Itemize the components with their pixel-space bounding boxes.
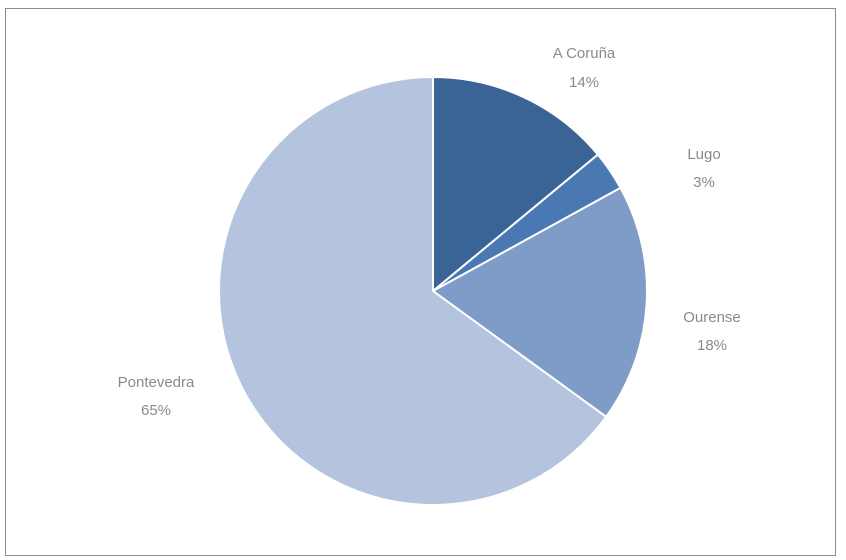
slice-percent-label: 3%: [693, 174, 715, 191]
pie-slice-pontevedra: [218, 75, 608, 506]
slice-category-label: Lugo: [687, 146, 720, 163]
slice-percent-label: 18%: [697, 337, 727, 354]
slice-category-label: Pontevedra: [118, 374, 195, 391]
slice-category-label: Ourense: [683, 309, 741, 326]
pie-slices: [218, 75, 648, 506]
slice-percent-label: 14%: [569, 74, 599, 91]
pie-slice-a-coru-a: [432, 75, 600, 294]
pie-slice-ourense: [431, 186, 648, 419]
slice-labels: A Coruña 14% Lugo 3% Ourense 18% Pontevedra 65%: [118, 45, 741, 419]
slice-category-label: A Coruña: [553, 45, 616, 62]
slice-percent-label: 65%: [141, 402, 171, 419]
